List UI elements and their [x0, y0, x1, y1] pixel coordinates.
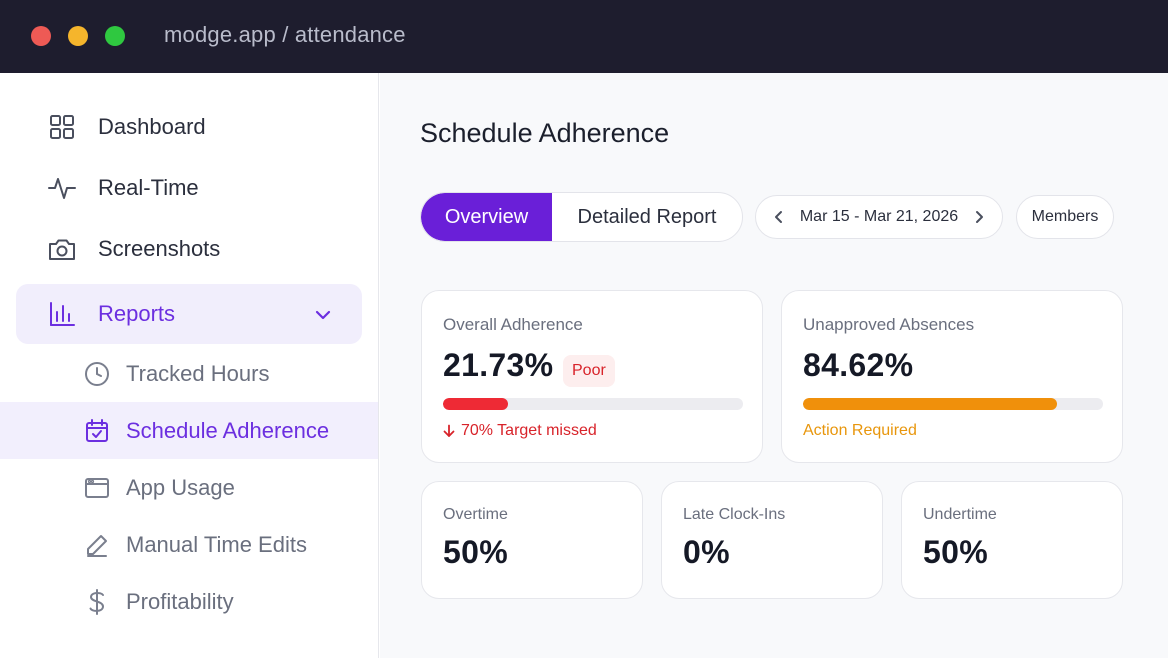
- sidebar: Dashboard Real-Time Screenshots Reports: [0, 73, 379, 658]
- browser-window-icon: [83, 474, 111, 502]
- sidebar-item-label: Screenshots: [98, 236, 221, 261]
- card-value: 21.73%: [443, 347, 554, 383]
- report-tabs: Overview Detailed Report: [420, 192, 743, 242]
- sidebar-subitem-tracked-hours[interactable]: Tracked Hours: [0, 345, 378, 402]
- members-filter-button[interactable]: Members: [1016, 195, 1114, 239]
- grid-icon: [47, 112, 77, 142]
- card-label: Overtime: [443, 506, 508, 523]
- tab-detailed-report[interactable]: Detailed Report: [577, 205, 717, 228]
- status-badge: Poor: [563, 355, 615, 387]
- overtime-card: Overtime 50%: [421, 481, 643, 599]
- sidebar-subitem-manual-time-edits[interactable]: Manual Time Edits: [0, 516, 378, 573]
- card-value: 50%: [443, 534, 508, 570]
- arrow-down-icon: [443, 424, 455, 437]
- close-window-button[interactable]: [31, 26, 51, 46]
- card-value: 84.62%: [803, 347, 914, 383]
- sidebar-item-label: Dashboard: [98, 114, 206, 139]
- card-note-text: Action Required: [803, 422, 917, 439]
- sidebar-subitem-profitability[interactable]: Profitability: [0, 573, 378, 630]
- sidebar-item-label: Real-Time: [98, 175, 199, 200]
- undertime-card: Undertime 50%: [901, 481, 1123, 599]
- sidebar-subitem-label: Schedule Adherence: [126, 417, 330, 443]
- activity-icon: [47, 173, 77, 203]
- card-label: Late Clock-Ins: [683, 506, 786, 523]
- camera-icon: [47, 234, 77, 264]
- sidebar-item-dashboard[interactable]: Dashboard: [16, 97, 362, 157]
- tab-overview[interactable]: Overview: [421, 193, 552, 241]
- date-range-label: Mar 15 - Mar 21, 2026: [799, 208, 959, 225]
- unapproved-absences-card: Unapproved Absences 84.62% Action Requir…: [781, 290, 1123, 463]
- sidebar-subitem-label: Manual Time Edits: [126, 531, 307, 557]
- sidebar-item-screenshots[interactable]: Screenshots: [16, 219, 362, 279]
- card-value: 50%: [923, 534, 988, 570]
- address-url: modge.app / attendance: [164, 22, 406, 47]
- overall-adherence-card: Overall Adherence 21.73% Poor 70% Target…: [421, 290, 763, 463]
- bar-chart-icon: [47, 299, 77, 329]
- card-label: Undertime: [923, 506, 997, 523]
- dollar-icon: [83, 588, 111, 616]
- maximize-window-button[interactable]: [105, 26, 125, 46]
- sidebar-item-reports[interactable]: Reports: [16, 284, 362, 344]
- calendar-check-icon: [83, 417, 111, 445]
- card-label: Overall Adherence: [443, 315, 583, 334]
- sidebar-item-label: Reports: [98, 301, 176, 326]
- date-range-picker[interactable]: Mar 15 - Mar 21, 2026: [755, 195, 1003, 239]
- sidebar-subitem-label: Tracked Hours: [126, 360, 270, 386]
- card-note: Action Required: [803, 422, 917, 440]
- sidebar-subitem-app-usage[interactable]: App Usage: [0, 459, 378, 516]
- card-note: 70% Target missed: [443, 422, 597, 440]
- card-value: 0%: [683, 534, 730, 570]
- page-title: Schedule Adherence: [420, 118, 670, 148]
- progress-track: [803, 398, 1103, 410]
- sidebar-subitem-label: App Usage: [126, 474, 235, 500]
- chevron-down-icon: [314, 301, 332, 327]
- sidebar-item-real-time[interactable]: Real-Time: [16, 158, 362, 218]
- late-clock-ins-card: Late Clock-Ins 0%: [661, 481, 883, 599]
- pencil-icon: [83, 531, 111, 559]
- card-note-text: 70% Target missed: [461, 422, 597, 439]
- chevron-left-icon[interactable]: [772, 210, 786, 224]
- progress-track: [443, 398, 743, 410]
- window-titlebar: modge.app / attendance: [0, 0, 1168, 73]
- main-content: Schedule Adherence Overview Detailed Rep…: [380, 73, 1168, 658]
- progress-fill: [443, 398, 509, 410]
- clock-icon: [83, 360, 111, 388]
- progress-fill: [803, 398, 1057, 410]
- card-label: Unapproved Absences: [803, 315, 975, 334]
- sidebar-subitem-schedule-adherence[interactable]: Schedule Adherence: [0, 402, 378, 459]
- chevron-right-icon[interactable]: [972, 210, 986, 224]
- sidebar-subitem-label: Profitability: [126, 588, 234, 614]
- minimize-window-button[interactable]: [68, 26, 88, 46]
